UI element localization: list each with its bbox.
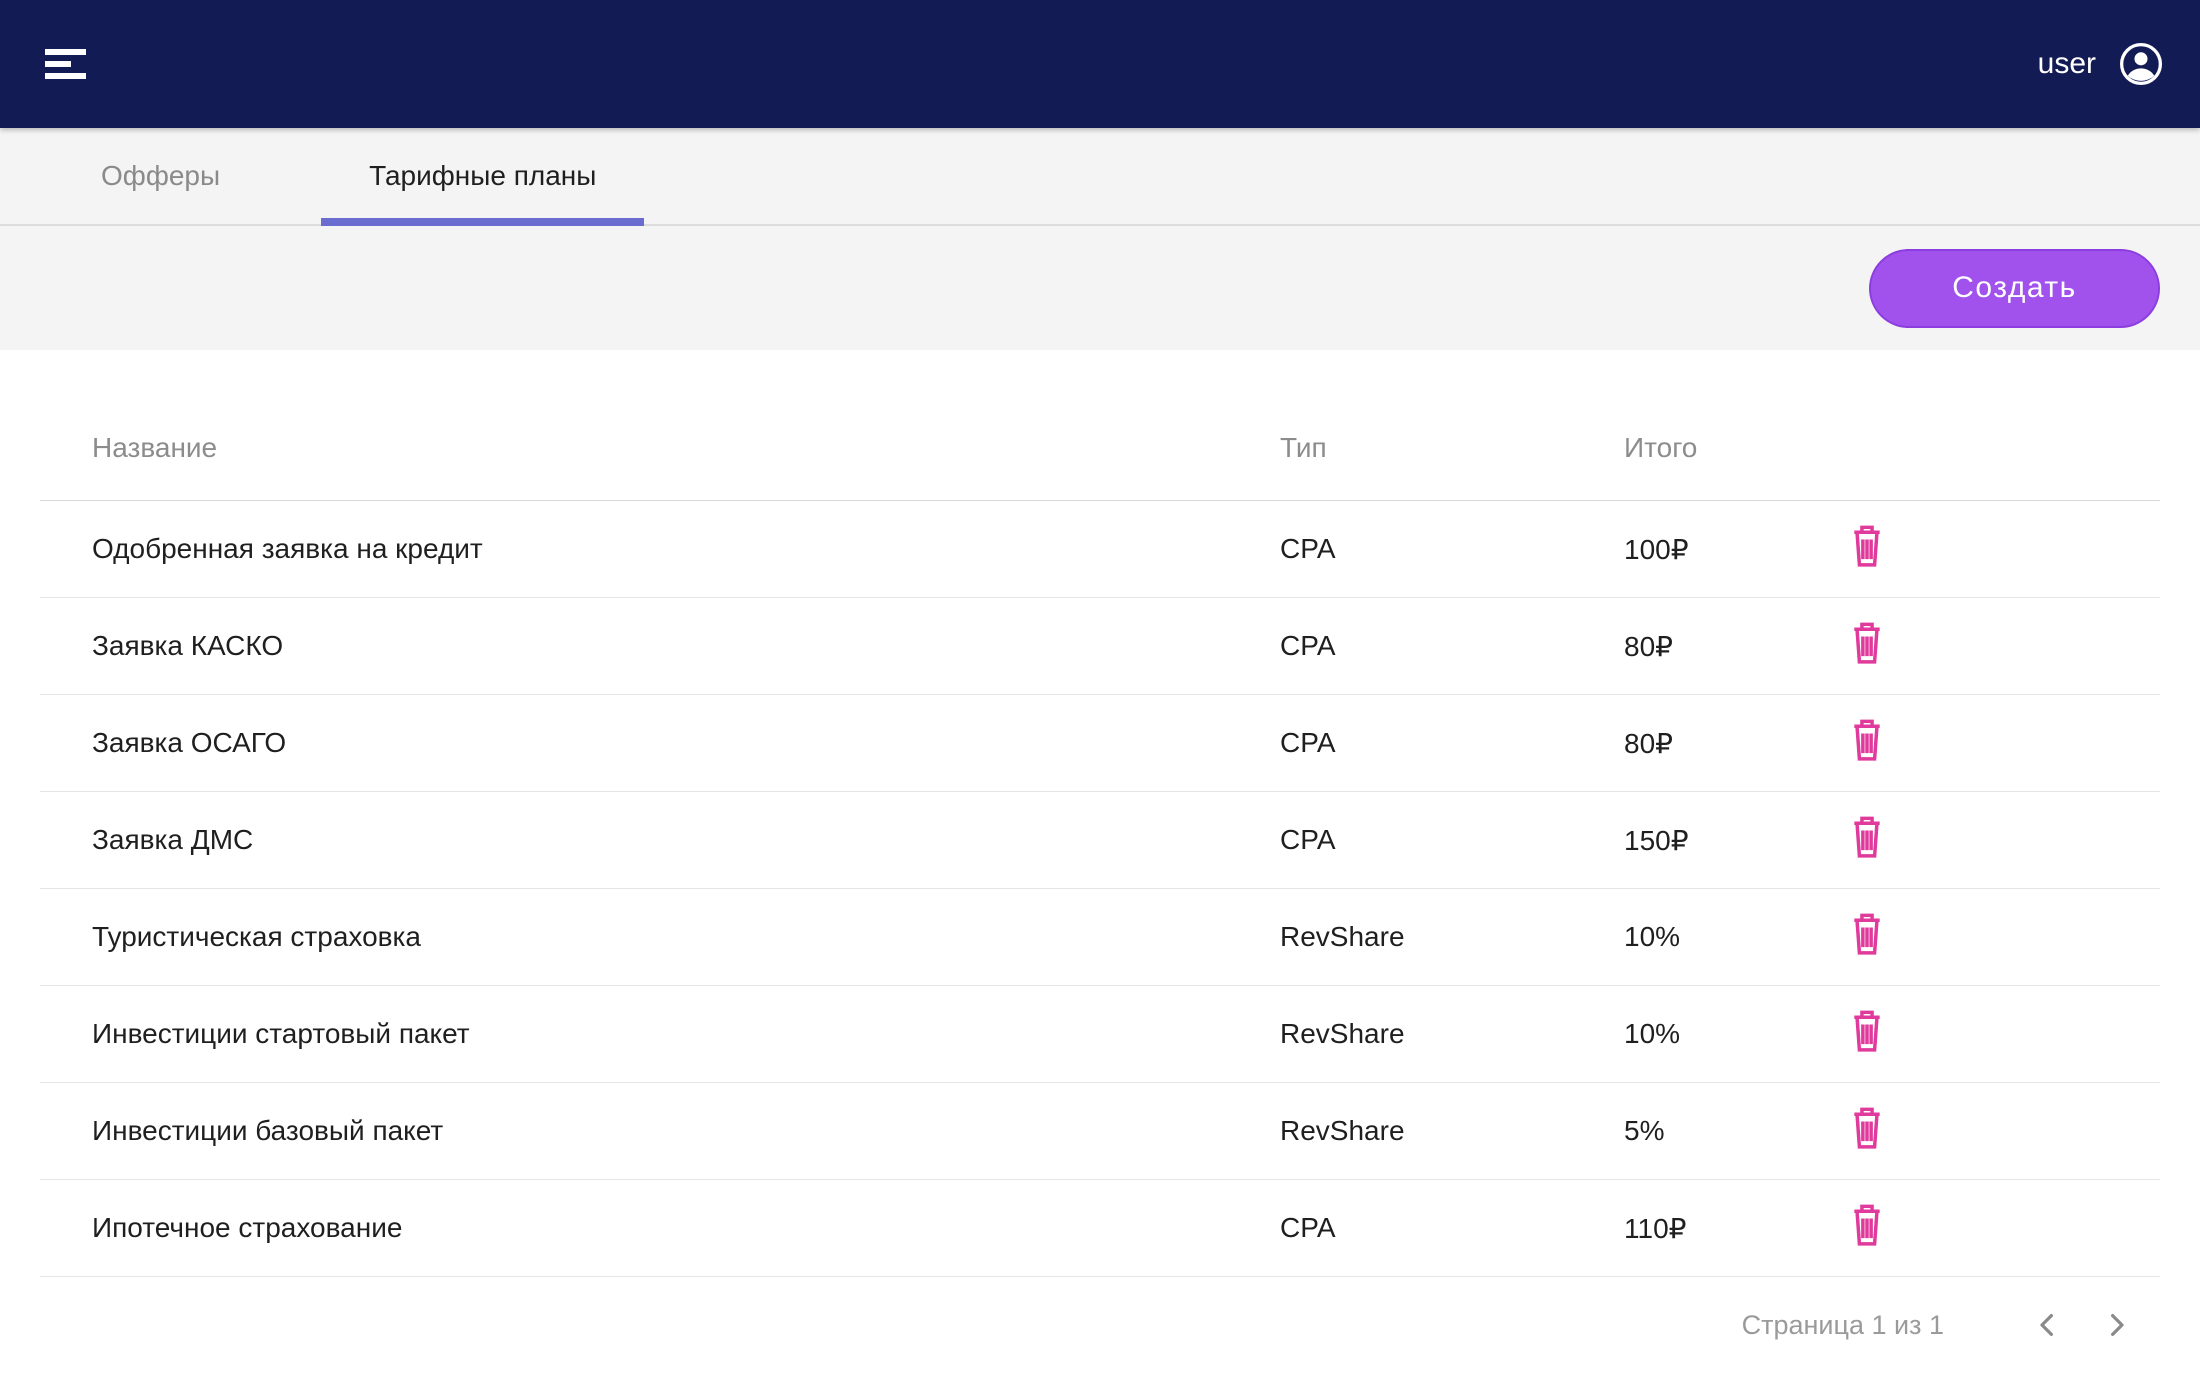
- table-row: Ипотечное страхование CPA 110₽: [40, 1180, 2160, 1277]
- cell-type: RevShare: [1280, 1115, 1405, 1146]
- trash-icon: [1854, 913, 1880, 955]
- trash-icon: [1854, 622, 1880, 664]
- cell-name: Заявка ОСАГО: [92, 727, 287, 758]
- trash-icon: [1854, 1107, 1880, 1149]
- cell-name: Заявка КАСКО: [92, 630, 284, 661]
- chevron-right-icon: [2111, 1314, 2124, 1336]
- cell-total: 80₽: [1624, 727, 1673, 759]
- cell-name: Ипотечное страхование: [92, 1212, 403, 1243]
- cell-name: Туристическая страховка: [92, 921, 421, 952]
- cell-type: CPA: [1280, 727, 1336, 758]
- trash-icon: [1854, 1204, 1880, 1246]
- cell-type: CPA: [1280, 1212, 1336, 1243]
- cell-total: 110₽: [1624, 1212, 1687, 1244]
- cell-total: 150₽: [1624, 824, 1689, 856]
- next-page-button[interactable]: [2102, 1310, 2132, 1340]
- cell-name: Заявка ДМС: [92, 824, 254, 855]
- column-header-total: Итого: [1624, 432, 1698, 463]
- delete-button[interactable]: [1848, 912, 1886, 956]
- table-row: Инвестиции стартовый пакет RevShare 10%: [40, 986, 2160, 1083]
- previous-page-button[interactable]: [2032, 1310, 2062, 1340]
- delete-button[interactable]: [1848, 718, 1886, 762]
- column-header-name: Название: [92, 432, 218, 463]
- cell-total: 100₽: [1624, 533, 1689, 565]
- trash-icon: [1854, 1010, 1880, 1052]
- user-label: user: [2037, 47, 2096, 80]
- content: Название Тип Итого Одобренная заявка на …: [0, 350, 2200, 1373]
- delete-button[interactable]: [1848, 1009, 1886, 1053]
- delete-button[interactable]: [1848, 1203, 1886, 1247]
- tab-bar: Офферы Тарифные планы: [0, 128, 2200, 226]
- chevron-left-icon: [2040, 1314, 2053, 1336]
- page-indicator: Страница 1 из 1: [1741, 1309, 1944, 1340]
- trash-icon: [1854, 719, 1880, 761]
- cell-total: 5%: [1624, 1115, 1665, 1146]
- cell-total: 10%: [1624, 921, 1681, 952]
- tab-offers-label: Офферы: [101, 160, 221, 191]
- tab-tariff-plans-label: Тарифные планы: [369, 160, 597, 191]
- column-header-actions: [1824, 464, 2160, 500]
- trash-icon: [1854, 816, 1880, 858]
- table-row: Заявка ОСАГО CPA 80₽: [40, 695, 2160, 792]
- cell-type: RevShare: [1280, 1018, 1405, 1049]
- cell-type: CPA: [1280, 533, 1336, 564]
- cell-type: CPA: [1280, 824, 1336, 855]
- cell-type: RevShare: [1280, 921, 1405, 952]
- delete-button[interactable]: [1848, 524, 1886, 568]
- cell-total: 10%: [1624, 1018, 1681, 1049]
- user-area: user: [2038, 41, 2164, 87]
- table-row: Туристическая страховка RevShare 10%: [40, 889, 2160, 986]
- cell-total: 80₽: [1624, 630, 1673, 662]
- delete-button[interactable]: [1848, 621, 1886, 665]
- cell-type: CPA: [1280, 630, 1336, 661]
- pagination: Страница 1 из 1: [40, 1277, 2160, 1373]
- cell-name: Инвестиции стартовый пакет: [92, 1018, 470, 1049]
- create-button[interactable]: Создать: [1869, 248, 2160, 328]
- table-row: Инвестиции базовый пакет RevShare 5%: [40, 1083, 2160, 1180]
- cell-name: Одобренная заявка на кредит: [92, 533, 483, 564]
- delete-button[interactable]: [1848, 815, 1886, 859]
- top-bar: user: [0, 0, 2200, 128]
- account-circle-icon[interactable]: [2118, 41, 2164, 87]
- tariff-plans-table: Название Тип Итого Одобренная заявка на …: [40, 350, 2160, 1373]
- tab-tariff-plans[interactable]: Тарифные планы: [321, 128, 645, 226]
- trash-icon: [1854, 525, 1880, 567]
- menu-icon[interactable]: [45, 49, 86, 79]
- table-header-row: Название Тип Итого: [40, 350, 2160, 501]
- table-row: Одобренная заявка на кредит CPA 100₽: [40, 501, 2160, 598]
- delete-button[interactable]: [1848, 1106, 1886, 1150]
- cell-name: Инвестиции базовый пакет: [92, 1115, 444, 1146]
- toolbar: Создать: [0, 226, 2200, 350]
- tab-offers[interactable]: Офферы: [53, 128, 268, 224]
- table-row: Заявка КАСКО CPA 80₽: [40, 598, 2160, 695]
- column-header-type: Тип: [1280, 432, 1327, 463]
- table-row: Заявка ДМС CPA 150₽: [40, 792, 2160, 889]
